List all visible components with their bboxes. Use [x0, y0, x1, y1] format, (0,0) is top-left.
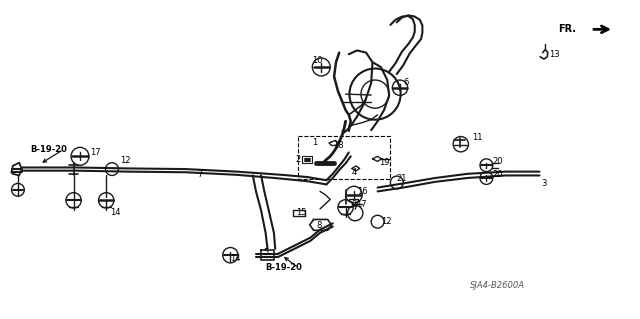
Text: 3: 3 [541, 179, 546, 188]
Text: 21: 21 [397, 174, 407, 182]
Text: 17: 17 [356, 200, 367, 209]
Text: 20: 20 [493, 170, 503, 179]
Text: 13: 13 [549, 50, 560, 59]
Text: 7: 7 [197, 170, 202, 179]
Text: 20: 20 [493, 157, 503, 166]
Text: 2: 2 [296, 155, 301, 164]
Text: 19: 19 [380, 158, 390, 167]
Bar [298, 136, 390, 179]
Text: 17: 17 [90, 148, 100, 157]
Text: 9: 9 [352, 200, 357, 209]
Text: 10: 10 [312, 56, 323, 65]
Text: B-19-20: B-19-20 [31, 145, 68, 154]
Text: 8: 8 [316, 221, 321, 230]
Text: 5: 5 [264, 249, 269, 257]
Text: 18: 18 [333, 141, 344, 150]
Text: 12: 12 [381, 217, 391, 226]
Text: 14: 14 [110, 208, 120, 217]
Text: B-19-20: B-19-20 [266, 263, 303, 272]
Text: 12: 12 [120, 156, 130, 165]
Text: 1: 1 [312, 138, 317, 147]
Text: 11: 11 [472, 133, 483, 142]
Text: 14: 14 [230, 254, 241, 263]
Text: FR.: FR. [558, 24, 576, 34]
Text: 6: 6 [403, 78, 408, 87]
Text: 4: 4 [352, 168, 357, 177]
Text: SJA4-B2600A: SJA4-B2600A [470, 281, 525, 290]
Text: 15: 15 [296, 208, 306, 217]
Text: 16: 16 [357, 187, 368, 196]
